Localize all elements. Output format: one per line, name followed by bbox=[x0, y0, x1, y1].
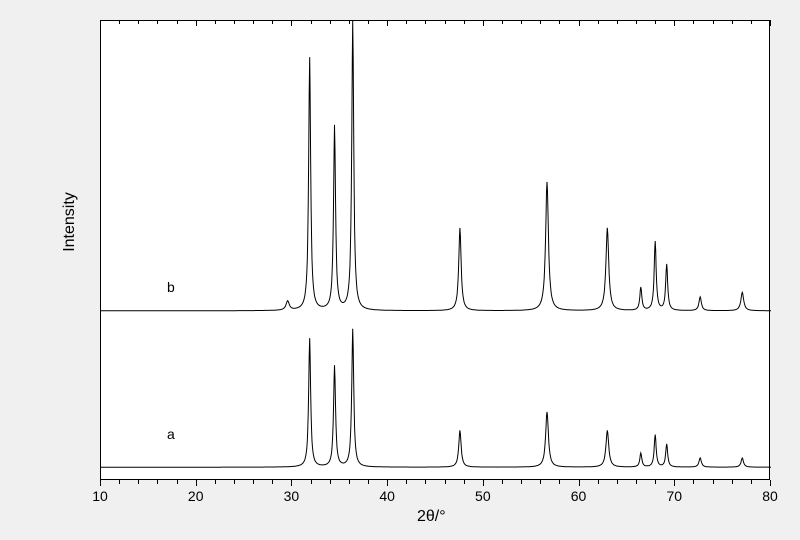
x-tick-label: 80 bbox=[762, 488, 778, 504]
x-tick bbox=[579, 480, 580, 486]
x-minor-tick bbox=[215, 480, 216, 484]
x-tick bbox=[483, 480, 484, 486]
x-minor-tick-top bbox=[157, 20, 158, 24]
x-tick-top bbox=[770, 20, 771, 26]
x-minor-tick bbox=[713, 480, 714, 484]
x-minor-tick bbox=[521, 480, 522, 484]
x-minor-tick-top bbox=[693, 20, 694, 24]
x-minor-tick-top bbox=[349, 20, 350, 24]
x-minor-tick bbox=[157, 480, 158, 484]
x-tick-top bbox=[291, 20, 292, 26]
x-minor-tick-top bbox=[177, 20, 178, 24]
x-minor-tick bbox=[751, 480, 752, 484]
x-tick-label: 10 bbox=[92, 488, 108, 504]
x-minor-tick bbox=[636, 480, 637, 484]
x-minor-tick bbox=[311, 480, 312, 484]
x-minor-tick-top bbox=[215, 20, 216, 24]
series-label-a: a bbox=[167, 426, 175, 442]
x-minor-tick-top bbox=[272, 20, 273, 24]
x-minor-tick-top bbox=[311, 20, 312, 24]
x-minor-tick bbox=[349, 480, 350, 484]
x-tick-label: 50 bbox=[475, 488, 491, 504]
x-minor-tick bbox=[617, 480, 618, 484]
x-minor-tick-top bbox=[464, 20, 465, 24]
x-tick-label: 30 bbox=[284, 488, 300, 504]
x-minor-tick-top bbox=[540, 20, 541, 24]
x-minor-tick-top bbox=[636, 20, 637, 24]
x-tick-label: 20 bbox=[188, 488, 204, 504]
x-minor-tick-top bbox=[138, 20, 139, 24]
x-minor-tick bbox=[464, 480, 465, 484]
x-minor-tick-top bbox=[330, 20, 331, 24]
x-minor-tick bbox=[502, 480, 503, 484]
x-tick-label: 70 bbox=[666, 488, 682, 504]
x-tick-top bbox=[196, 20, 197, 26]
x-tick-top bbox=[579, 20, 580, 26]
x-tick-top bbox=[100, 20, 101, 26]
x-minor-tick-top bbox=[598, 20, 599, 24]
x-minor-tick-top bbox=[406, 20, 407, 24]
x-tick bbox=[100, 480, 101, 486]
x-minor-tick-top bbox=[521, 20, 522, 24]
x-minor-tick-top bbox=[751, 20, 752, 24]
x-minor-tick-top bbox=[732, 20, 733, 24]
x-minor-tick bbox=[732, 480, 733, 484]
x-minor-tick-top bbox=[617, 20, 618, 24]
x-tick bbox=[291, 480, 292, 486]
x-minor-tick bbox=[119, 480, 120, 484]
x-minor-tick bbox=[540, 480, 541, 484]
x-minor-tick-top bbox=[713, 20, 714, 24]
x-minor-tick bbox=[655, 480, 656, 484]
x-tick-top bbox=[483, 20, 484, 26]
series-b bbox=[101, 21, 771, 311]
x-minor-tick-top bbox=[253, 20, 254, 24]
x-minor-tick bbox=[272, 480, 273, 484]
x-minor-tick bbox=[598, 480, 599, 484]
x-minor-tick bbox=[425, 480, 426, 484]
x-minor-tick-top bbox=[559, 20, 560, 24]
x-axis-label: 2θ/° bbox=[417, 508, 446, 526]
x-minor-tick-top bbox=[368, 20, 369, 24]
x-minor-tick bbox=[693, 480, 694, 484]
x-minor-tick bbox=[234, 480, 235, 484]
y-axis-label: Intensity bbox=[61, 192, 79, 252]
plot-svg bbox=[101, 21, 771, 481]
x-minor-tick bbox=[559, 480, 560, 484]
x-tick bbox=[674, 480, 675, 486]
series-label-b: b bbox=[167, 279, 175, 295]
x-minor-tick-top bbox=[119, 20, 120, 24]
x-tick bbox=[770, 480, 771, 486]
x-minor-tick bbox=[368, 480, 369, 484]
x-minor-tick bbox=[330, 480, 331, 484]
x-minor-tick bbox=[445, 480, 446, 484]
x-minor-tick bbox=[253, 480, 254, 484]
x-tick bbox=[196, 480, 197, 486]
x-minor-tick-top bbox=[655, 20, 656, 24]
x-tick-label: 40 bbox=[379, 488, 395, 504]
x-tick bbox=[387, 480, 388, 486]
x-minor-tick bbox=[406, 480, 407, 484]
x-minor-tick bbox=[138, 480, 139, 484]
series-a bbox=[101, 329, 771, 468]
x-tick-top bbox=[674, 20, 675, 26]
x-tick-top bbox=[387, 20, 388, 26]
x-tick-label: 60 bbox=[571, 488, 587, 504]
plot-area bbox=[100, 20, 770, 480]
x-minor-tick-top bbox=[445, 20, 446, 24]
x-minor-tick-top bbox=[234, 20, 235, 24]
x-minor-tick-top bbox=[425, 20, 426, 24]
x-minor-tick-top bbox=[502, 20, 503, 24]
xrd-chart: Intensity 2θ/° 10 20 30 40 50 60 70 80 a b bbox=[0, 0, 800, 540]
x-minor-tick bbox=[177, 480, 178, 484]
